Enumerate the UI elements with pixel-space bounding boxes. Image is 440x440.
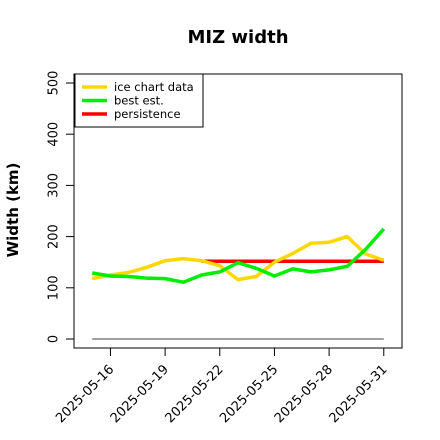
y-axis: 0 100 200 300 400 500 [47, 71, 74, 343]
y-axis-label: Width (km) [4, 163, 22, 258]
legend-label: ice chart data [114, 80, 194, 94]
y-tick-label: 400 [47, 122, 62, 147]
x-axis: 2025-05-162025-05-192025-05-222025-05-25… [53, 348, 391, 426]
series-ice-chart-data [91, 234, 385, 282]
series-layer [91, 227, 386, 340]
legend-label: persistence [114, 107, 181, 121]
chart-title: MIZ width [187, 27, 288, 48]
plot-frame [73, 73, 403, 349]
y-tick-label: 100 [47, 275, 62, 300]
y-tick-label: 500 [47, 71, 62, 96]
y-tick-label: 200 [47, 224, 62, 249]
y-tick-label: 300 [47, 173, 62, 198]
y-tick-label: 0 [47, 335, 62, 343]
legend-label: best est. [114, 94, 164, 108]
x-tick-label: 2025-05-31 [327, 362, 391, 426]
series-best-est- [91, 227, 386, 284]
